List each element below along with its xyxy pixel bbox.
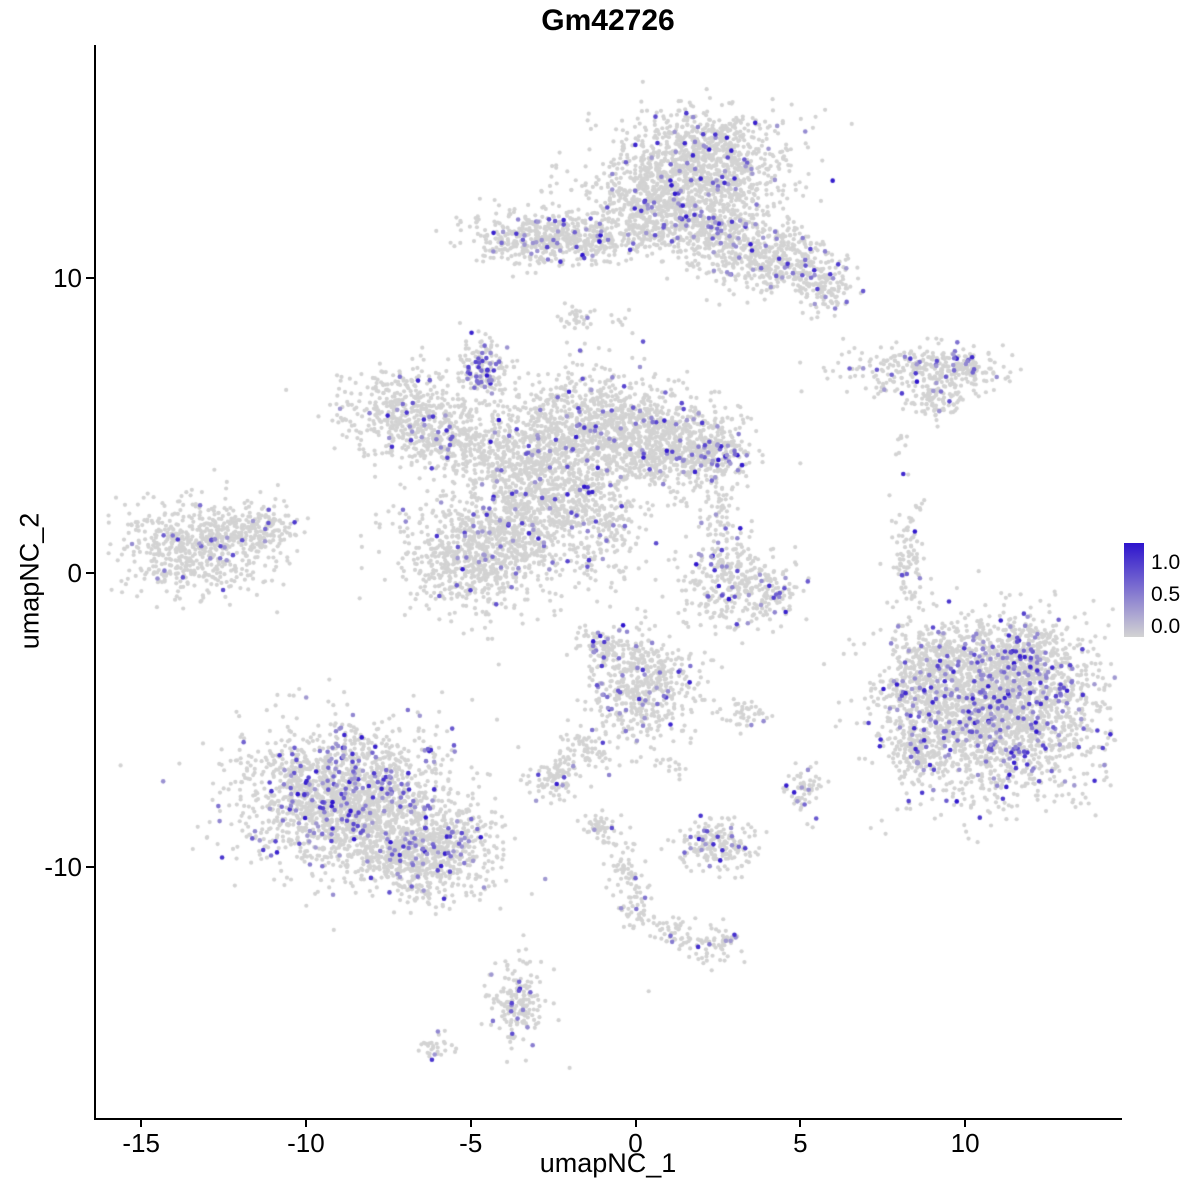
x-tick-mark: [469, 1119, 472, 1127]
plot-panel-border: [94, 45, 1122, 1120]
x-tick-mark: [964, 1119, 967, 1127]
y-tick-label: -10: [44, 852, 82, 883]
y-tick-mark: [86, 571, 94, 574]
legend-label-high: 1.0: [1151, 551, 1181, 574]
chart-title: Gm42726: [541, 4, 675, 37]
y-tick-label: 10: [53, 262, 82, 293]
legend-label-mid: 0.5: [1151, 583, 1181, 606]
x-tick-mark: [304, 1119, 307, 1127]
x-tick-mark: [140, 1119, 143, 1127]
x-tick-label: 0: [628, 1128, 643, 1158]
x-tick-mark: [799, 1119, 802, 1127]
legend-gradient-bar: [1124, 543, 1144, 637]
y-tick-label: 0: [67, 557, 82, 588]
x-tick-label: 5: [793, 1128, 808, 1158]
x-tick-label: 10: [950, 1128, 980, 1158]
y-tick-mark: [86, 866, 94, 869]
x-tick-label: -5: [459, 1128, 483, 1158]
x-tick-label: -10: [287, 1128, 325, 1158]
x-axis-label: umapNC_1: [539, 1148, 677, 1178]
x-tick-label: -15: [122, 1128, 160, 1158]
y-tick-mark: [86, 276, 94, 279]
legend-colorbar: 1.0 0.5 0.0: [1124, 543, 1200, 643]
legend-label-low: 0.0: [1151, 615, 1181, 638]
x-tick-mark: [634, 1119, 637, 1127]
